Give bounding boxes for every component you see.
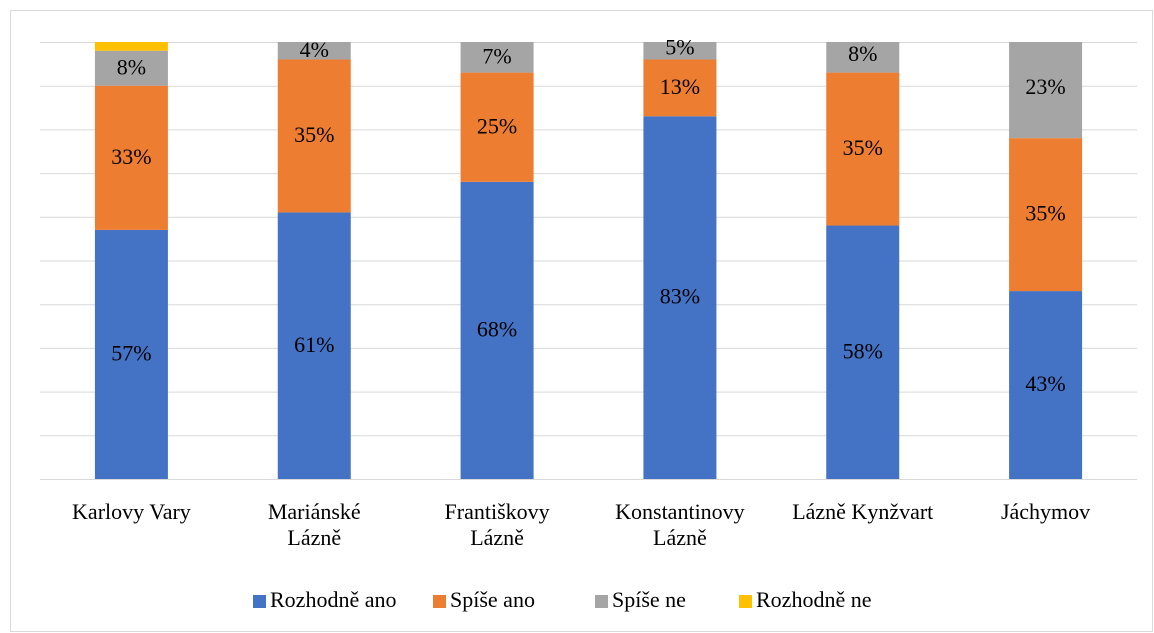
chart-frame <box>10 10 1153 632</box>
data-label: 35% <box>294 122 334 147</box>
bar-segment <box>643 116 717 479</box>
legend-swatch <box>739 595 752 608</box>
bar-segment <box>94 229 168 479</box>
bar-segment <box>94 85 168 230</box>
bar-segment <box>460 181 534 479</box>
x-tick-label: Mariánské Lázně <box>268 499 361 550</box>
data-label: 5% <box>665 35 694 60</box>
x-tick-label: Lázně Kynžvart <box>792 499 933 524</box>
data-label: 25% <box>477 113 517 138</box>
bar-segment <box>94 50 168 86</box>
data-label: 8% <box>117 54 146 79</box>
data-label: 13% <box>660 74 700 99</box>
data-label: 83% <box>660 284 700 309</box>
data-label: 68% <box>477 316 517 341</box>
bar-segment <box>1009 291 1083 479</box>
bar-segment <box>460 42 534 73</box>
data-label: 35% <box>843 135 883 160</box>
bar-segment <box>826 72 900 226</box>
data-label: 33% <box>111 144 151 169</box>
bar-segment <box>1009 42 1083 139</box>
bar-segment <box>643 59 717 117</box>
x-tick-label: Konstantinovy Lázně <box>615 499 745 550</box>
bar-segment <box>826 42 900 73</box>
bar-segment <box>1009 138 1083 292</box>
legend-label: Rozhodně ano <box>270 587 396 612</box>
x-tick-label: Jáchymov <box>1001 499 1090 524</box>
legend-swatch <box>595 595 608 608</box>
data-label: 58% <box>843 338 883 363</box>
bar-segment <box>277 59 351 213</box>
data-label: 23% <box>1025 74 1065 99</box>
legend-label: Spíše ano <box>450 587 535 612</box>
x-tick-label: Františkovy Lázně <box>445 499 550 550</box>
bar-segment <box>460 72 534 182</box>
x-tick-label: Karlovy Vary <box>72 499 191 524</box>
data-label: 35% <box>1025 201 1065 226</box>
data-label: 7% <box>482 43 511 68</box>
bars <box>94 42 1083 479</box>
bar-segment <box>94 42 168 51</box>
legend-swatch <box>253 595 266 608</box>
bar-segment <box>277 42 351 60</box>
bar-segment <box>277 212 351 479</box>
data-label: 43% <box>1025 371 1065 396</box>
data-label: 61% <box>294 332 334 357</box>
data-label: 57% <box>111 341 151 366</box>
legend-label: Rozhodně ne <box>756 587 871 612</box>
legend-label: Spíše ne <box>612 587 686 612</box>
data-label: 4% <box>300 37 329 62</box>
bar-segment <box>643 42 717 60</box>
data-label: 8% <box>848 41 877 66</box>
bar-segment <box>826 225 900 479</box>
legend-swatch <box>433 595 446 608</box>
